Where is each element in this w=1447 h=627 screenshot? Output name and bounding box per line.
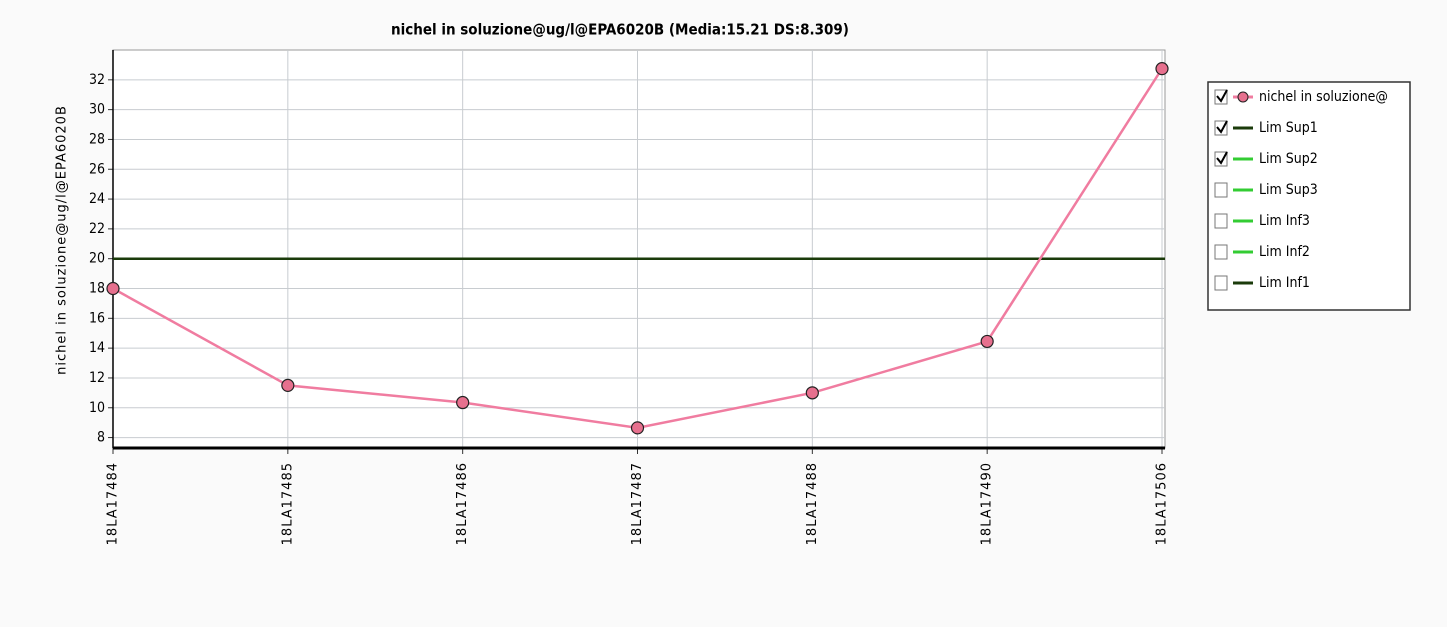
y-tick-label: 18 bbox=[89, 281, 105, 297]
legend-box bbox=[1207, 81, 1411, 311]
y-tick-label: 24 bbox=[89, 191, 105, 207]
legend-checkbox[interactable] bbox=[1214, 213, 1228, 229]
y-tick-label: 16 bbox=[89, 310, 105, 326]
point bbox=[630, 421, 645, 435]
y-axis-label: nichel in soluzione@ug/l@EPA6020B bbox=[55, 105, 70, 375]
legend-check bbox=[1216, 151, 1228, 165]
legend-label: Lim Inf3 bbox=[1259, 213, 1310, 229]
legend-label: Lim Sup3 bbox=[1259, 182, 1318, 198]
legend-label: Lim Inf2 bbox=[1259, 244, 1310, 260]
x-tick-label: 18LA17488 bbox=[805, 462, 820, 545]
x-tick-label: 18LA17506 bbox=[1155, 462, 1170, 545]
legend-marker bbox=[1237, 91, 1249, 103]
legend-label: Lim Sup1 bbox=[1259, 120, 1318, 136]
y-tick-label: 26 bbox=[89, 161, 105, 177]
legend-label: nichel in soluzione@ bbox=[1259, 89, 1388, 105]
y-tick-label: 14 bbox=[89, 340, 105, 356]
x-tick-label: 18LA17484 bbox=[106, 462, 121, 545]
point bbox=[1155, 62, 1169, 76]
legend-label: Lim Inf1 bbox=[1259, 275, 1310, 291]
x-tick-label: 18LA17485 bbox=[280, 462, 295, 545]
y-tick-label: 22 bbox=[89, 221, 105, 237]
legend-check bbox=[1216, 120, 1228, 134]
x-tick-label: 18LA17487 bbox=[630, 462, 645, 545]
y-tick-label: 8 bbox=[97, 430, 105, 446]
point bbox=[980, 334, 994, 349]
point bbox=[281, 378, 295, 392]
legend-checkbox[interactable] bbox=[1214, 275, 1228, 291]
y-tick-label: 32 bbox=[89, 72, 105, 88]
legend-checkbox[interactable] bbox=[1214, 182, 1228, 198]
x-tick-label: 18LA17486 bbox=[455, 462, 470, 545]
x-tick-label: 18LA17490 bbox=[980, 462, 995, 545]
y-tick-label: 10 bbox=[89, 400, 105, 416]
chart-title: nichel in soluzione@ug/l@EPA6020B (Media… bbox=[391, 21, 849, 39]
legend-checkbox[interactable] bbox=[1214, 244, 1228, 260]
point bbox=[106, 281, 120, 296]
legend-check bbox=[1216, 89, 1228, 103]
legend-label: Lim Sup2 bbox=[1259, 151, 1318, 167]
point bbox=[805, 386, 819, 400]
y-tick-label: 30 bbox=[89, 102, 105, 118]
y-tick-label: 12 bbox=[89, 370, 105, 386]
point bbox=[456, 395, 470, 410]
y-tick-label: 20 bbox=[89, 251, 105, 267]
y-tick-label: 28 bbox=[89, 131, 105, 147]
